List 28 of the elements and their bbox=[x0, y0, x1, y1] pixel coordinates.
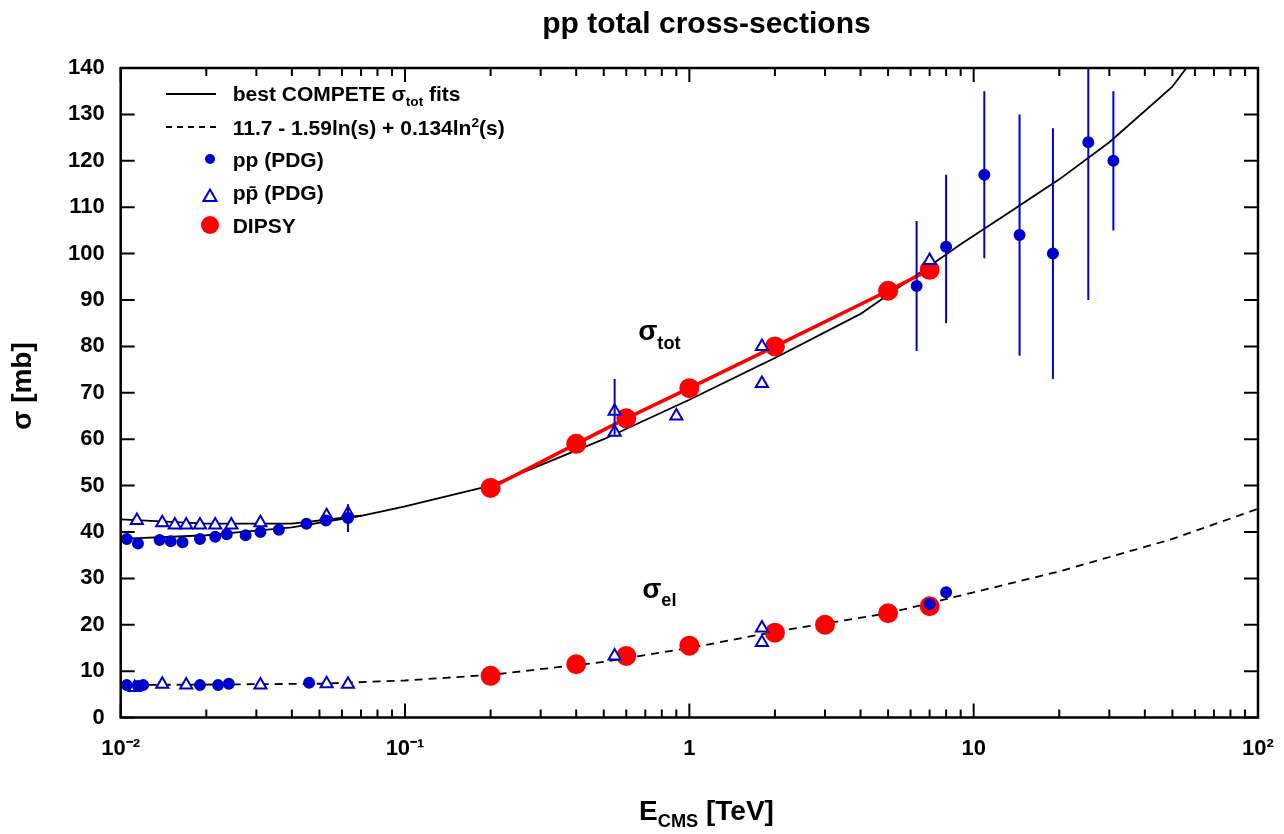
x-tick-label: 10² bbox=[1242, 734, 1274, 760]
y-tick-label: 120 bbox=[67, 146, 105, 172]
legend-label: best COMPETE σ$_{tot}$ fits bbox=[232, 82, 461, 110]
legend-label: pp (PDG) bbox=[232, 148, 324, 172]
y-tick-label: 30 bbox=[80, 564, 105, 590]
y-tick-label: 90 bbox=[80, 286, 105, 312]
x-tick-label: 10⁻¹ bbox=[385, 734, 425, 760]
y-tick-label: 130 bbox=[67, 100, 105, 126]
legend-label: pp̄ (PDG) bbox=[232, 181, 324, 205]
y-tick-label: 50 bbox=[80, 471, 105, 497]
x-tick-label: 1 bbox=[683, 734, 696, 760]
y-axis-title: σ [mb] bbox=[6, 341, 38, 432]
x-tick-label: 10 bbox=[961, 734, 986, 760]
legend-label: DIPSY bbox=[232, 214, 296, 238]
y-tick-label: 60 bbox=[80, 425, 105, 451]
y-tick-label: 40 bbox=[80, 518, 105, 544]
y-tick-label: 110 bbox=[69, 193, 105, 219]
y-tick-label: 140 bbox=[67, 54, 105, 80]
legend-label: 11.7 - 1.59ln(s) + 0.134ln$^{2}$(s) bbox=[232, 115, 505, 140]
y-tick-label: 100 bbox=[67, 239, 105, 265]
chart-title: pp total cross-sections bbox=[541, 6, 872, 40]
y-tick-label: 10 bbox=[80, 657, 105, 683]
y-tick-label: 0 bbox=[92, 703, 105, 729]
y-tick-label: 20 bbox=[80, 610, 105, 636]
x-axis-title: E$_{CMS}$ [TeV] bbox=[638, 795, 775, 832]
y-tick-label: 70 bbox=[80, 378, 105, 404]
x-tick-label: 10⁻² bbox=[101, 734, 141, 760]
y-tick-label: 80 bbox=[80, 332, 105, 358]
